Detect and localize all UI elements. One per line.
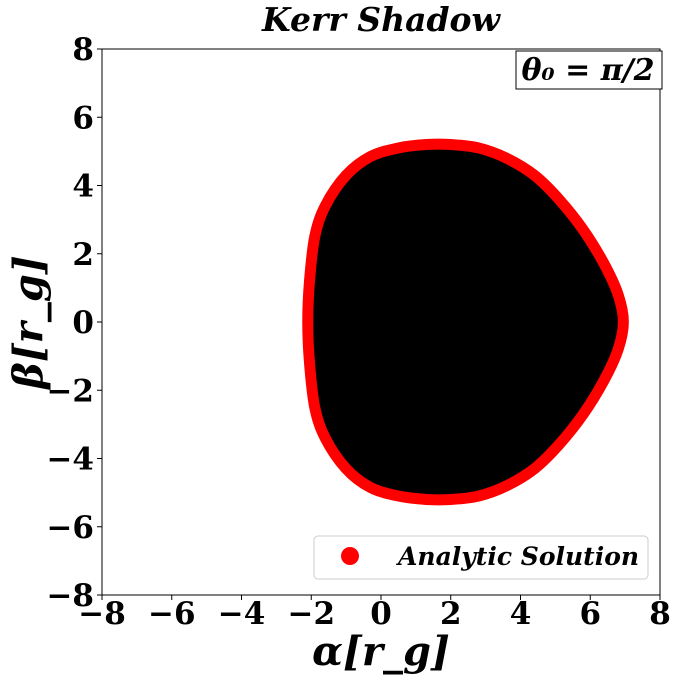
x-axis-label: α[r_g] — [312, 628, 450, 675]
y-tick-label: −8 — [46, 578, 94, 614]
legend-marker-analytic — [341, 547, 359, 565]
legend-label-analytic: Analytic Solution — [396, 542, 639, 571]
y-tick-label: 8 — [72, 32, 94, 68]
shadow-region — [307, 144, 624, 500]
y-tick-label: −4 — [46, 442, 94, 478]
legend: Analytic Solution — [313, 535, 649, 580]
x-tick-label: −8 — [78, 596, 126, 632]
y-axis-label: β[r_g] — [5, 255, 52, 390]
x-tick-label: −6 — [148, 596, 196, 632]
y-tick-label: 4 — [72, 169, 94, 205]
y-tick-label: 6 — [72, 100, 94, 136]
annotation-text: θ₀ = π/2 — [522, 53, 655, 88]
y-tick-label: 2 — [72, 237, 94, 273]
y-ticks: −8 −6 −4 −2 0 2 4 6 8 — [46, 32, 102, 614]
y-tick-label: −6 — [46, 510, 94, 546]
x-tick-label: 8 — [649, 596, 671, 632]
y-tick-label: −2 — [46, 373, 94, 409]
x-tick-label: −4 — [218, 596, 266, 632]
x-tick-label: 6 — [579, 596, 601, 632]
data-layer — [302, 138, 629, 506]
legend-box — [313, 535, 649, 580]
x-ticks: −8 −6 −4 −2 0 2 4 6 8 — [78, 595, 671, 632]
chart-title: Kerr Shadow — [261, 0, 502, 39]
annotation-box — [515, 50, 663, 90]
x-tick-label: 4 — [510, 596, 532, 632]
y-tick-label: 0 — [72, 305, 94, 341]
x-tick-label: −2 — [287, 596, 335, 632]
angle-annotation: θ₀ = π/2 — [515, 50, 663, 90]
analytic-solution-ring — [302, 138, 629, 506]
x-tick-label: 2 — [440, 596, 462, 632]
x-tick-label: 0 — [370, 596, 392, 632]
